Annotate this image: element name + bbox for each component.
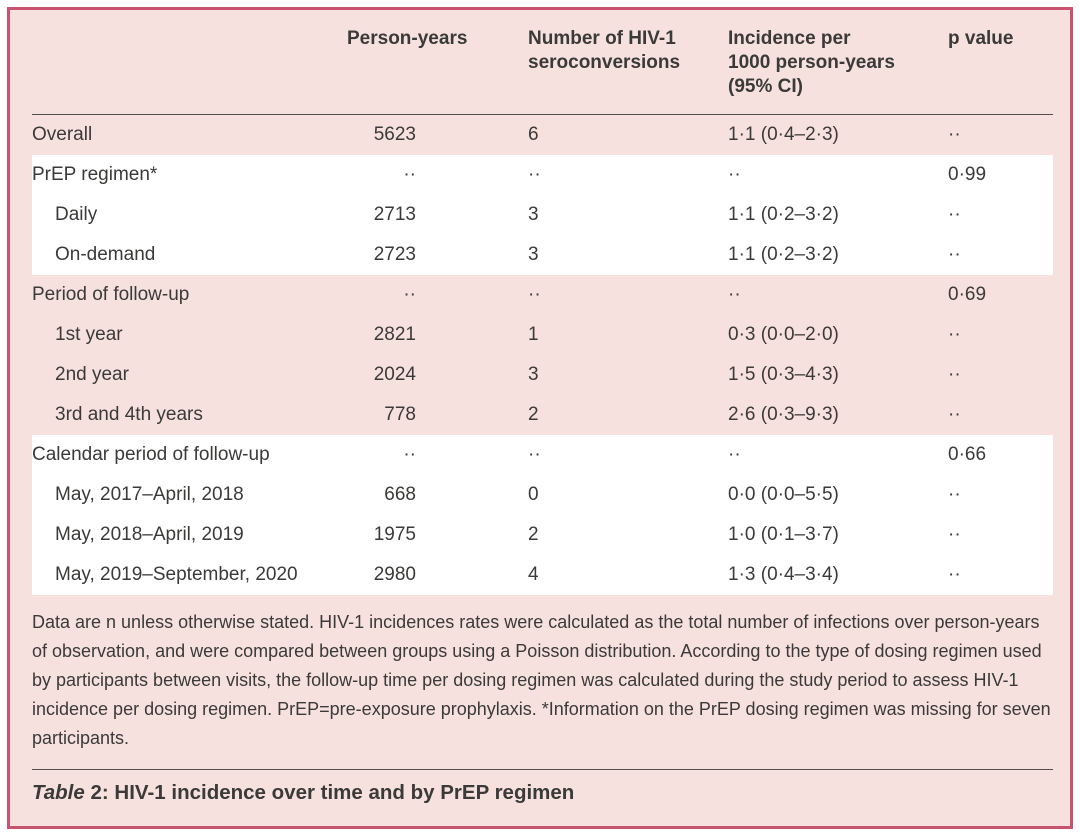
header-p-value: p value [948,28,1014,49]
table-row: On-demand 2723 3 1·1 (0·2–3·2) ·· [32,235,1053,275]
row-label: 1st year [55,324,123,345]
header-line: Incidence per [728,28,851,49]
cell-seroconversions: 0 [528,484,539,505]
table-row: 1st year 2821 1 0·3 (0·0–2·0) ·· [32,315,1053,355]
cell-person-years: 2980 [373,564,416,585]
cell-incidence: 1·5 (0·3–4·3) [728,364,839,385]
cell-incidence: 1·1 (0·4–2·3) [728,124,839,145]
table-footnote: Data are n unless otherwise stated. HIV-… [32,612,1051,748]
header-person-years: Person-years [347,28,468,49]
cell-incidence: 0·3 (0·0–2·0) [728,324,839,345]
row-label: May, 2019–September, 2020 [55,564,298,585]
cell-person-years: 5623 [373,124,416,145]
cell-incidence: 0·0 (0·0–5·5) [728,484,839,505]
cell-incidence: 1·3 (0·4–3·4) [728,564,839,585]
cell-p-value: ·· [948,404,961,425]
table-row: Calendar period of follow-up ·· ·· ·· 0·… [32,435,1053,475]
cell-incidence: 2·6 (0·3–9·3) [728,404,839,425]
cell-incidence: ·· [728,284,741,305]
caption-label: Table [32,781,85,804]
row-label: Overall [32,124,93,145]
header-line: Number of HIV-1 [528,28,676,49]
cell-p-value: ·· [948,244,961,265]
row-label: May, 2018–April, 2019 [55,524,244,545]
cell-seroconversions: ·· [528,444,541,465]
cell-p-value: ·· [948,524,961,545]
cell-seroconversions: 2 [528,524,539,545]
cell-seroconversions: 3 [528,364,539,385]
row-label: May, 2017–April, 2018 [55,484,244,505]
table-row: PrEP regimen* ·· ·· ·· 0·99 [32,155,1053,195]
cell-person-years: 1975 [373,524,416,545]
header-line: seroconversions [528,52,681,73]
header-incidence: Incidence per 1000 person-years (95% CI) [728,27,948,99]
cell-person-years: ·· [403,284,416,305]
row-label: PrEP regimen* [32,164,158,185]
table-row: May, 2017–April, 2018 668 0 0·0 (0·0–5·5… [32,475,1053,515]
cell-seroconversions: 2 [528,404,539,425]
cell-p-value: ·· [948,124,961,145]
cell-seroconversions: 1 [528,324,539,345]
table-row: May, 2019–September, 2020 2980 4 1·3 (0·… [32,555,1053,595]
table-row: Period of follow-up ·· ·· ·· 0·69 [32,275,1053,315]
cell-p-value: ·· [948,484,961,505]
cell-p-value: ·· [948,364,961,385]
cell-incidence: 1·1 (0·2–3·2) [728,204,839,225]
cell-incidence: ·· [728,164,741,185]
table-row: Daily 2713 3 1·1 (0·2–3·2) ·· [32,195,1053,235]
cell-seroconversions: ·· [528,284,541,305]
cell-incidence: 1·0 (0·1–3·7) [728,524,839,545]
cell-person-years: ·· [403,444,416,465]
cell-p-value: ·· [948,324,961,345]
cell-person-years: 2713 [373,204,416,225]
cell-seroconversions: ·· [528,164,541,185]
header-line: (95% CI) [728,76,803,97]
cell-seroconversions: 6 [528,124,539,145]
cell-seroconversions: 3 [528,204,539,225]
cell-incidence: 1·1 (0·2–3·2) [728,244,839,265]
table-row: 3rd and 4th years 778 2 2·6 (0·3–9·3) ·· [32,395,1053,435]
table-row: May, 2018–April, 2019 1975 2 1·0 (0·1–3·… [32,515,1053,555]
row-label: Period of follow-up [32,284,190,305]
caption-divider [32,769,1053,770]
row-label: On-demand [55,244,156,265]
cell-person-years: 668 [384,484,416,505]
cell-p-value: 0·69 [948,284,987,305]
row-label: 3rd and 4th years [55,404,203,425]
caption-text: 2: HIV-1 incidence over time and by PrEP… [84,781,575,804]
table-row: 2nd year 2024 3 1·5 (0·3–4·3) ·· [32,355,1053,395]
table-panel: Person-years Number of HIV-1 seroconvers… [7,7,1073,829]
cell-p-value: ·· [948,204,961,225]
row-label: Daily [55,204,98,225]
cell-incidence: ·· [728,444,741,465]
cell-seroconversions: 4 [528,564,539,585]
table-caption: Table 2: HIV-1 incidence over time and b… [32,770,1053,805]
cell-person-years: 2821 [373,324,416,345]
table-header: Person-years Number of HIV-1 seroconvers… [32,10,1053,115]
header-seroconversions: Number of HIV-1 seroconversions [528,27,728,75]
table-body: Overall 5623 6 1·1 (0·4–2·3) ·· PrEP reg… [32,115,1053,595]
header-line: 1000 person-years [728,52,895,73]
cell-p-value: ·· [948,564,961,585]
cell-person-years: 2723 [373,244,416,265]
cell-person-years: 778 [384,404,416,425]
cell-p-value: 0·66 [948,444,987,465]
cell-p-value: 0·99 [948,164,987,185]
cell-person-years: 2024 [373,364,416,385]
table-row: Overall 5623 6 1·1 (0·4–2·3) ·· [32,115,1053,155]
cell-person-years: ·· [403,164,416,185]
row-label: Calendar period of follow-up [32,444,270,465]
row-label: 2nd year [55,364,129,385]
cell-seroconversions: 3 [528,244,539,265]
